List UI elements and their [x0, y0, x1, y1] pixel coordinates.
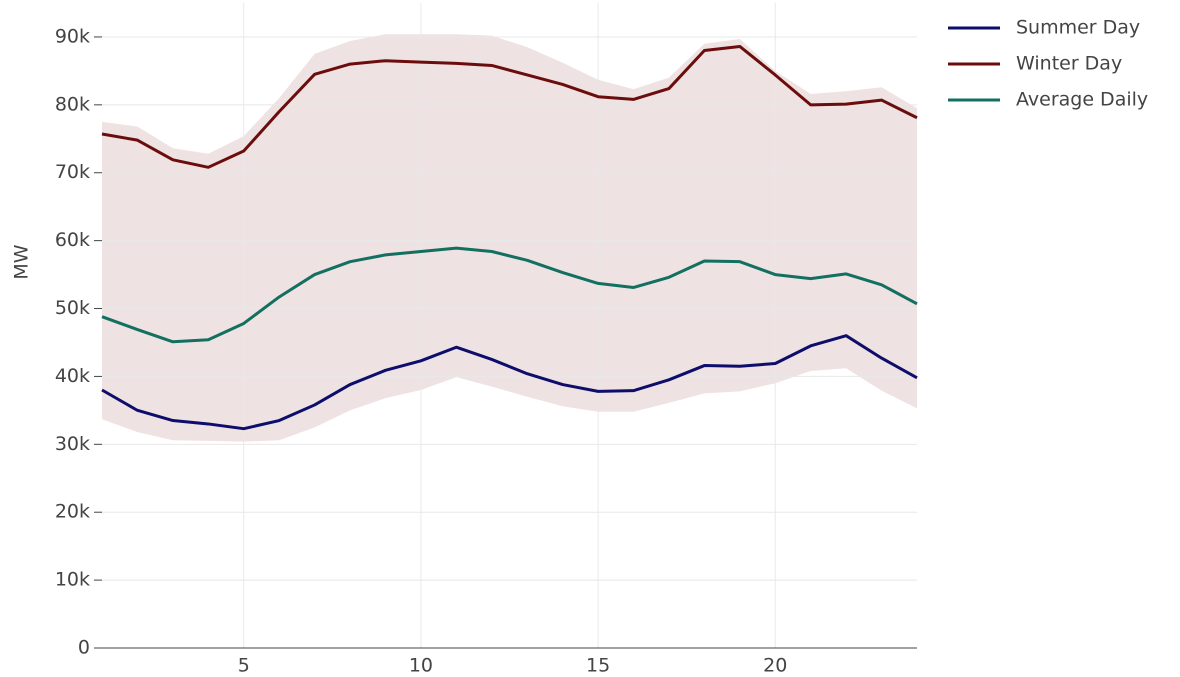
x-tick-label: 10: [409, 655, 433, 677]
y-tick-label: 20k: [55, 501, 90, 523]
legend-label: Summer Day: [1016, 17, 1140, 39]
y-tick-label: 50k: [55, 297, 90, 319]
y-tick-label: 0: [78, 637, 90, 659]
y-tick-label: 60k: [55, 229, 90, 251]
y-tick-label: 70k: [55, 161, 90, 183]
legend-label: Winter Day: [1016, 53, 1122, 75]
y-axis-label: MW: [11, 244, 33, 279]
x-tick-label: 5: [238, 655, 250, 677]
legend-label: Average Daily: [1016, 89, 1148, 111]
y-tick-label: 30k: [55, 433, 90, 455]
line: [101, 44, 918, 169]
line: [101, 334, 918, 431]
band: [102, 34, 917, 442]
line: [101, 246, 918, 344]
y-tick-label: 10k: [55, 569, 90, 591]
y-tick-label: 40k: [55, 365, 90, 387]
y-tick-label: 80k: [55, 93, 90, 115]
x-tick-label: 15: [586, 655, 610, 677]
x-tick-label: 20: [763, 655, 787, 677]
y-tick-label: 90k: [55, 25, 90, 47]
